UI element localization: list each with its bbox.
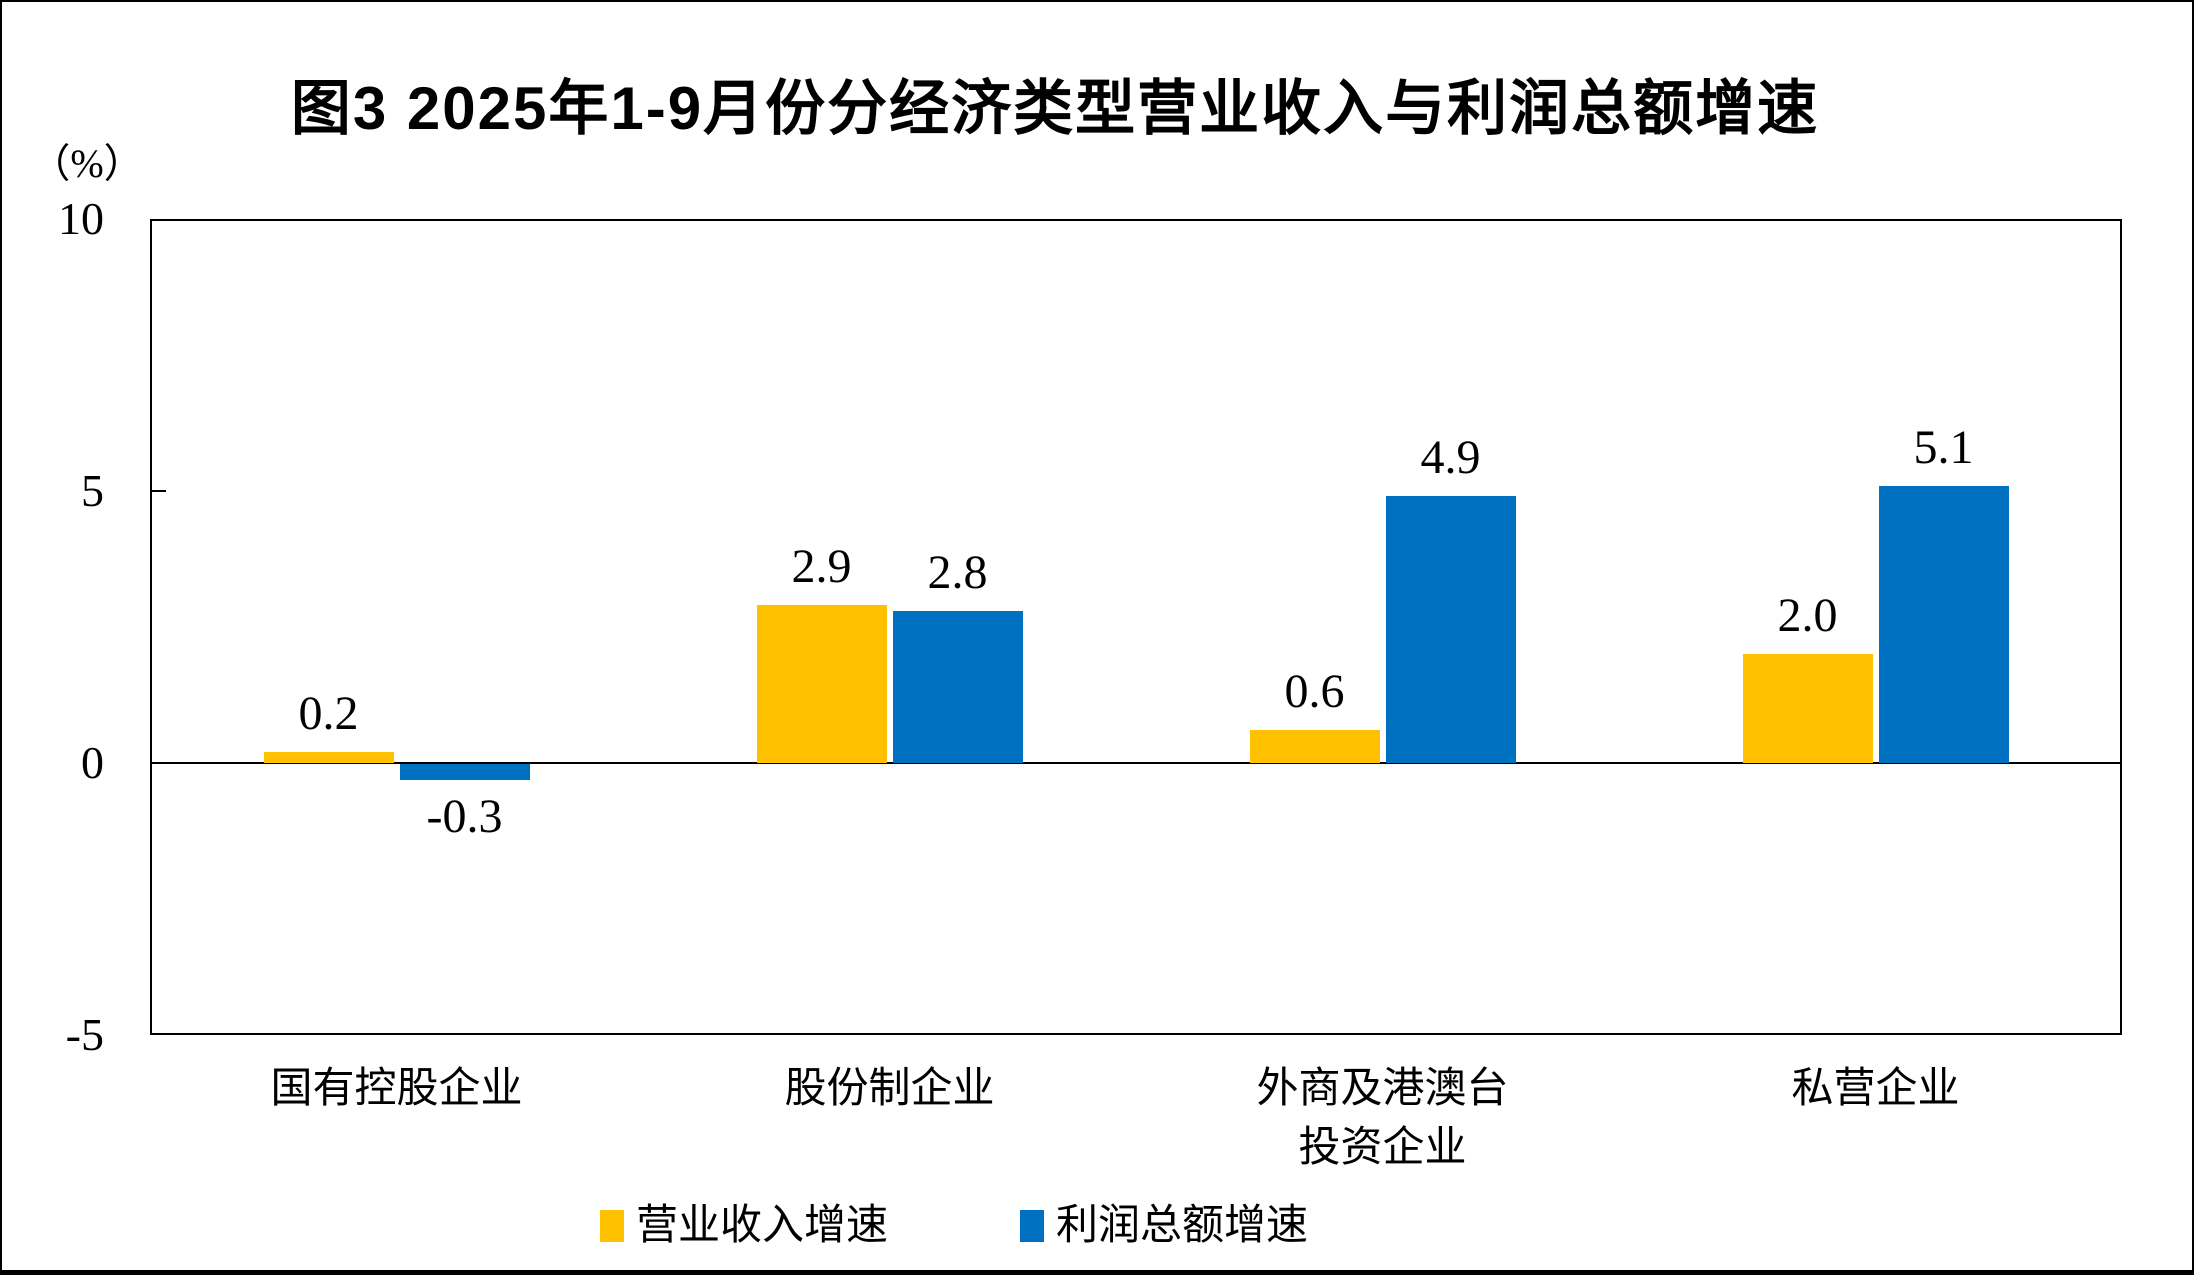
- zero-axis-line: [150, 762, 2122, 764]
- bar-value-label: 5.1: [1913, 420, 1974, 474]
- legend-item: 营业收入增速: [600, 1205, 888, 1247]
- plot-area: [150, 219, 2122, 1035]
- bar-series1-cat3: [1878, 485, 2009, 763]
- bar-value-label: 0.6: [1284, 665, 1345, 719]
- x-axis-category-label: 外商及港澳台 投资企业: [1256, 1066, 1509, 1171]
- bar-value-label: 4.9: [1420, 431, 1481, 485]
- bar-value-label: 2.0: [1777, 589, 1838, 643]
- legend-label: 利润总额增速: [1056, 1203, 1309, 1249]
- y-axis-unit-label: （%）: [30, 141, 144, 186]
- bar-series0-cat1: [756, 605, 887, 763]
- bar-series1-cat0: [399, 764, 530, 781]
- chart-title: 图3 2025年1-9月份分经济类型营业收入与利润总额增速: [290, 75, 1820, 142]
- legend-item: 利润总额增速: [1020, 1205, 1308, 1247]
- bar-series0-cat3: [1742, 654, 1873, 763]
- bar-value-label: 0.2: [298, 687, 359, 741]
- x-axis-category-label: 国有控股企业: [270, 1066, 523, 1112]
- bar-value-label: 2.8: [927, 545, 988, 599]
- y-axis-tick-label: 10: [58, 193, 104, 244]
- legend-color-swatch-icon: [1020, 1210, 1045, 1242]
- y-axis-tick-mark: [152, 762, 166, 764]
- legend-color-swatch-icon: [600, 1210, 624, 1242]
- bar-series1-cat1: [892, 610, 1023, 763]
- y-axis-tick-label: -5: [65, 1009, 104, 1060]
- bar-series0-cat2: [1249, 730, 1380, 763]
- bar-value-label: -0.3: [426, 790, 503, 844]
- y-axis-tick-label: 5: [81, 465, 104, 516]
- bar-value-label: 2.9: [791, 540, 852, 594]
- x-axis-category-label: 私营企业: [1791, 1066, 1960, 1112]
- legend-label: 营业收入增速: [636, 1203, 889, 1249]
- bar-series1-cat2: [1385, 496, 1516, 763]
- legend: 营业收入增速 利润总额增速: [600, 1198, 1308, 1254]
- x-axis-category-label: 股份制企业: [784, 1066, 995, 1112]
- y-axis-tick-mark: [152, 490, 166, 492]
- y-axis-tick-label: 0: [81, 737, 104, 788]
- bar-series0-cat0: [263, 752, 394, 763]
